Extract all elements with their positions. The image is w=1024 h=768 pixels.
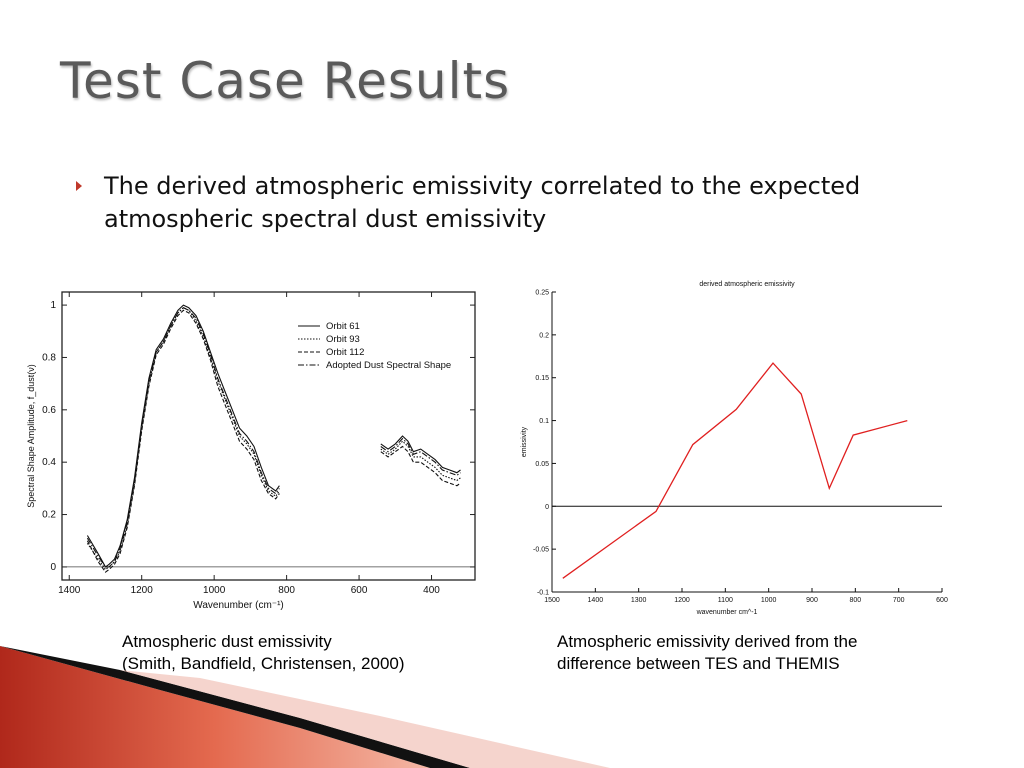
right-caption-line-2: difference between TES and THEMIS bbox=[557, 654, 840, 673]
swoosh-pink-band bbox=[120, 670, 610, 768]
bullet-arrow-icon bbox=[76, 181, 82, 191]
x-axis-label: wavenumber cm^-1 bbox=[696, 609, 758, 616]
y-tick-label: -0.05 bbox=[533, 547, 549, 554]
left-caption: Atmospheric dust emissivity (Smith, Band… bbox=[122, 631, 405, 675]
y-tick-label: 0 bbox=[545, 504, 549, 511]
x-tick-label: 1400 bbox=[588, 597, 604, 604]
x-tick-label: 800 bbox=[849, 597, 861, 604]
x-tick-label: 1400 bbox=[58, 585, 81, 596]
x-tick-label: 1000 bbox=[203, 585, 226, 596]
y-axis-label: Spectral Shape Amplitude, f_dust(ν) bbox=[26, 364, 36, 508]
y-tick-label: 0.1 bbox=[539, 418, 549, 425]
slide-title: Test Case Results bbox=[60, 52, 511, 110]
right-caption: Atmospheric emissivity derived from the … bbox=[557, 631, 857, 675]
y-tick-label: 0.4 bbox=[42, 457, 56, 468]
legend-label: Orbit 93 bbox=[326, 334, 360, 345]
plot-frame bbox=[61, 291, 476, 581]
derived-emissivity-figure: derived atmospheric emissivity -0.1 -0.05 0… bbox=[512, 276, 962, 626]
left-caption-line-1: Atmospheric dust emissivity bbox=[122, 632, 332, 651]
x-axis-label: Wavenumber (cm⁻¹) bbox=[193, 600, 283, 611]
series-line bbox=[86, 309, 280, 573]
series-line bbox=[380, 445, 461, 487]
x-tick-label: 1200 bbox=[131, 585, 154, 596]
series-line bbox=[86, 307, 280, 571]
x-tick-label: 800 bbox=[278, 585, 295, 596]
series-line bbox=[562, 362, 908, 579]
legend-label: Adopted Dust Spectral Shape bbox=[326, 360, 451, 371]
x-tick-label: 1000 bbox=[761, 597, 777, 604]
swoosh-red-band bbox=[0, 646, 430, 768]
y-tick-label: 0 bbox=[50, 562, 56, 573]
dust-emissivity-chart: 0 0.2 0.4 0.6 0.8 1 1400 1200 1000 800 600 400 Waven… bbox=[26, 291, 476, 611]
y-tick-label: 0.6 bbox=[42, 405, 56, 416]
series-line bbox=[380, 440, 461, 482]
y-tick-label: -0.1 bbox=[537, 590, 549, 597]
bullet-text: The derived atmospheric emissivity corre… bbox=[104, 172, 861, 233]
x-tick-label: 1100 bbox=[718, 597, 733, 604]
series-line bbox=[86, 307, 280, 568]
y-axis-label: emissivity bbox=[521, 426, 528, 457]
x-tick-label: 1300 bbox=[631, 597, 647, 604]
dust-emissivity-figure: 0 0.2 0.4 0.6 0.8 1 1400 1200 1000 800 600 400 Waven… bbox=[18, 280, 488, 622]
y-tick-label: 0.15 bbox=[535, 375, 549, 382]
x-tick-label: 1500 bbox=[544, 597, 560, 604]
left-caption-line-2: (Smith, Bandfield, Christensen, 2000) bbox=[122, 654, 405, 673]
series-line bbox=[86, 304, 280, 568]
derived-emissivity-chart: derived atmospheric emissivity -0.1 -0.05 0… bbox=[521, 281, 948, 616]
x-tick-label: 600 bbox=[936, 597, 948, 604]
legend-label: Orbit 112 bbox=[326, 347, 364, 358]
series-line bbox=[380, 435, 461, 474]
y-tick-label: 0.2 bbox=[539, 332, 549, 339]
legend-label: Orbit 61 bbox=[326, 321, 360, 332]
y-tick-label: 0.8 bbox=[42, 352, 56, 363]
chart-title: derived atmospheric emissivity bbox=[699, 281, 795, 288]
y-tick-label: 0.2 bbox=[42, 510, 56, 521]
y-tick-label: 0.25 bbox=[535, 290, 549, 297]
x-tick-label: 1200 bbox=[674, 597, 690, 604]
x-tick-label: 700 bbox=[893, 597, 905, 604]
swoosh-black-band bbox=[0, 646, 470, 768]
y-tick-label: 0.05 bbox=[535, 461, 549, 468]
right-caption-line-1: Atmospheric emissivity derived from the bbox=[557, 632, 858, 651]
x-tick-label: 400 bbox=[423, 585, 440, 596]
x-tick-label: 600 bbox=[351, 585, 368, 596]
decorative-swoosh bbox=[0, 646, 610, 768]
y-tick-label: 1 bbox=[50, 300, 56, 311]
x-tick-label: 900 bbox=[806, 597, 818, 604]
